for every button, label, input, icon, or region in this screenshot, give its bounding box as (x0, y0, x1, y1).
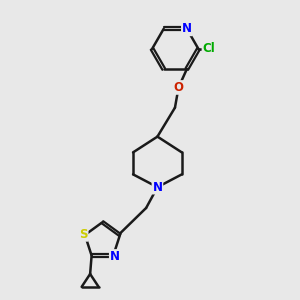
Text: N: N (110, 250, 120, 263)
Text: N: N (182, 22, 192, 35)
Text: O: O (173, 81, 184, 94)
Text: Cl: Cl (202, 42, 215, 56)
Text: S: S (79, 228, 88, 241)
Text: N: N (152, 181, 162, 194)
